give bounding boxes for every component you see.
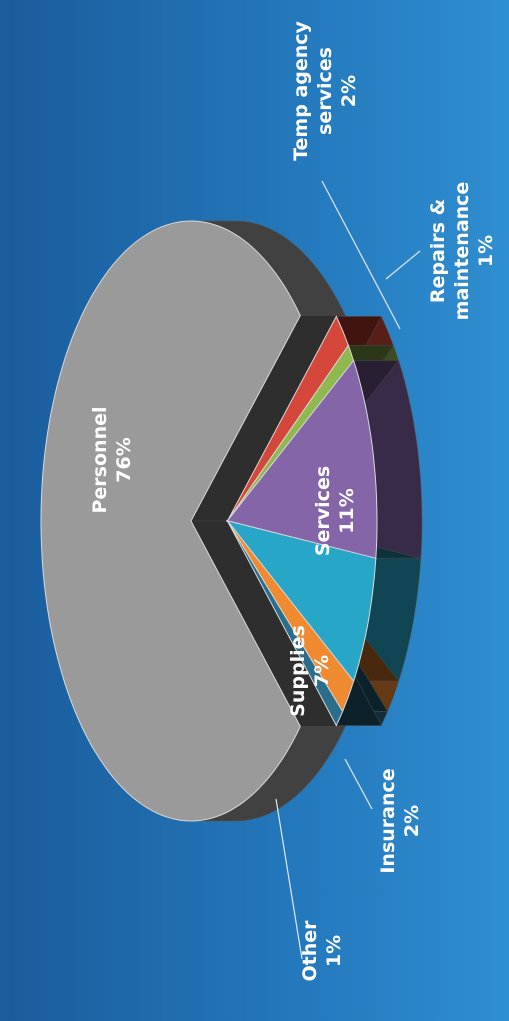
category-name: Services [311,436,335,586]
value-label: 1% [322,901,346,1001]
category-name: Insurance [376,746,400,896]
category-name: Temp agency services [289,16,337,166]
chart [0,0,509,1021]
category-name: Personnel [88,385,112,535]
category-name: Supplies [286,596,310,746]
leader-line [386,251,420,279]
value-label: 1% [474,176,498,326]
value-label: 2% [400,746,424,896]
leader-line [345,759,372,809]
value-label: 2% [337,16,361,166]
category-name: Other [298,901,322,1001]
chart-frame: Personnel76%Temp agency services2%Repair… [0,0,509,1021]
value-label: 7% [310,596,334,746]
category-name: Repairs & maintenance [426,176,474,326]
value-label: 76% [112,385,136,535]
value-label: 11% [335,436,359,586]
page: Personnel76%Temp agency services2%Repair… [0,0,509,1021]
